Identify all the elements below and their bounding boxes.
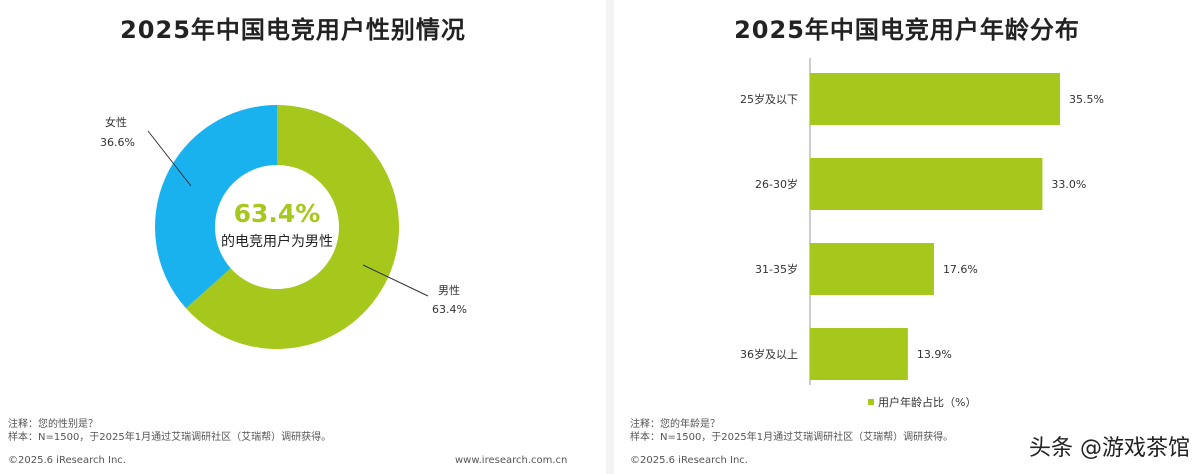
bar-category-label-1: 26-30岁: [755, 177, 798, 191]
bar-category-label-0: 25岁及以下: [740, 92, 798, 106]
female-leader-line: [147, 130, 192, 187]
bar-0: [810, 73, 1060, 125]
donut-center-label: 的电竞用户为男性: [221, 233, 333, 250]
gender-donut-chart: 63.4% 的电竞用户为男性 女性 36.6% 男性 63.4%: [100, 105, 467, 349]
bar-3: [810, 328, 908, 380]
left-note-question: 注释：您的性别是？: [8, 419, 98, 430]
legend-label: 用户年龄占比（%）: [878, 395, 976, 409]
donut-center-value: 63.4%: [234, 199, 321, 228]
male-value: 63.4%: [432, 303, 467, 316]
bar-value-label-0: 35.5%: [1069, 93, 1104, 106]
left-note-sample: 样本：N=1500，于2025年1月通过艾瑞调研社区（艾瑞帮）调研获得。: [8, 432, 332, 443]
gender-chart-panel: 2025年中国电竞用户性别情况 63.4% 的电竞用户为男性 女性 36.6% …: [0, 0, 606, 474]
bar-category-label-3: 36岁及以上: [740, 347, 798, 361]
age-chart-title: 2025年中国电竞用户年龄分布: [734, 16, 1080, 44]
left-note: 注释：您的性别是？ 样本：N=1500，于2025年1月通过艾瑞调研社区（艾瑞帮…: [8, 418, 331, 444]
right-copyright: ©2025.6 iResearch Inc.: [630, 455, 748, 466]
bar-value-label-3: 13.9%: [917, 348, 952, 361]
right-note: 注释：您的年龄是？ 样本：N=1500，于2025年1月通过艾瑞调研社区（艾瑞帮…: [630, 418, 953, 444]
donut-slice-male: [185, 105, 399, 349]
female-label: 女性: [105, 115, 127, 129]
left-url: www.iresearch.com.cn: [455, 455, 568, 466]
bar-value-label-1: 33.0%: [1051, 178, 1086, 191]
donut-slice-female: [155, 105, 277, 309]
bar-2: [810, 243, 934, 295]
right-note-sample: 样本：N=1500，于2025年1月通过艾瑞调研社区（艾瑞帮）调研获得。: [630, 432, 954, 443]
age-chart-panel: 2025年中国电竞用户年龄分布 25岁及以下 35.5% 26-30岁 33.0% 31…: [614, 0, 1200, 474]
female-value: 36.6%: [100, 136, 135, 149]
male-leader-line: [362, 264, 429, 297]
gender-chart-title: 2025年中国电竞用户性别情况: [120, 16, 466, 44]
right-note-question: 注释：您的年龄是？: [630, 419, 720, 430]
age-bar-chart: 25岁及以下 35.5% 26-30岁 33.0% 31-35岁 17.6% 36岁及以上 1…: [740, 58, 1104, 409]
watermark-text: 头条 @游戏茶馆: [1029, 436, 1190, 461]
bar-1: [810, 158, 1043, 210]
bars-group: 25岁及以下 35.5% 26-30岁 33.0% 31-35岁 17.6% 36岁及以上 1…: [740, 73, 1104, 380]
bar-value-label-2: 17.6%: [943, 263, 978, 276]
bar-category-label-2: 31-35岁: [755, 262, 798, 276]
male-label: 男性: [438, 283, 460, 297]
legend-swatch: [868, 399, 874, 405]
left-copyright: ©2025.6 iResearch Inc.: [8, 455, 126, 466]
